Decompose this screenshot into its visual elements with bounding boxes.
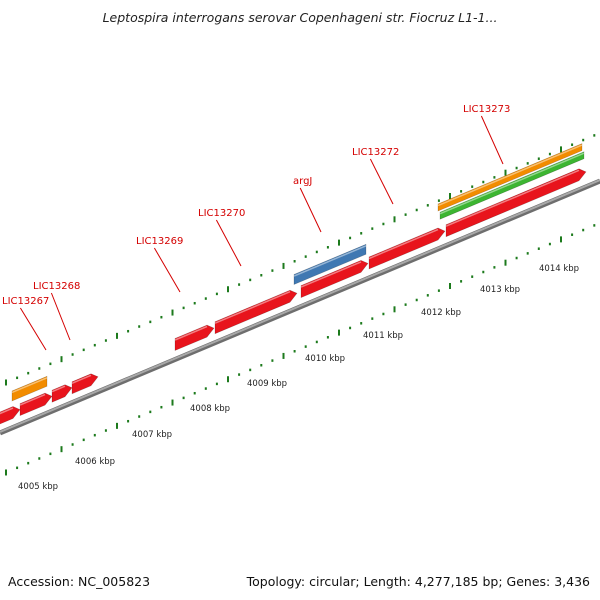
backbone-highlight bbox=[0, 179, 600, 433]
label-leader-lines bbox=[19, 115, 504, 351]
genome-backbone bbox=[0, 178, 600, 436]
feature-block bbox=[51, 384, 73, 403]
feature-shine bbox=[11, 377, 48, 394]
feature-shine bbox=[0, 407, 14, 415]
feature-block bbox=[11, 375, 48, 402]
feature-block bbox=[368, 227, 446, 270]
kbp-label: 4007 kbp bbox=[132, 430, 172, 440]
feature-block bbox=[19, 392, 53, 417]
kbp-label: 4006 kbp bbox=[75, 457, 115, 467]
feature-shine bbox=[214, 291, 291, 324]
upper-tick-track bbox=[5, 134, 596, 386]
feature-shine bbox=[445, 169, 580, 227]
kbp-label: 4011 kbp bbox=[363, 331, 403, 341]
feature-shine bbox=[19, 393, 46, 406]
accession-text: Accession: NC_005823 bbox=[8, 574, 151, 589]
gene-label: LIC13268 bbox=[33, 281, 80, 292]
kbp-label: 4010 kbp bbox=[305, 354, 345, 364]
feature-block bbox=[293, 243, 367, 285]
topology-summary: Topology: circular; Length: 4,277,185 bp… bbox=[246, 574, 590, 589]
gene-label: LIC13273 bbox=[463, 104, 510, 115]
feature-block bbox=[71, 373, 99, 395]
kbp-label: 4013 kbp bbox=[480, 285, 520, 295]
kbp-label: 4009 kbp bbox=[247, 379, 287, 389]
feature-shine bbox=[71, 374, 92, 384]
kbp-label: 4014 kbp bbox=[539, 264, 579, 274]
feature-shine bbox=[51, 385, 66, 393]
feature-shine bbox=[300, 261, 362, 288]
feature-block bbox=[439, 151, 585, 220]
kbp-scale-labels: 4005 kbp 4006 kbp 4007 kbp 4008 kbp 4009 kbp… bbox=[18, 264, 579, 492]
feature-track bbox=[0, 143, 587, 425]
feature-block bbox=[300, 260, 369, 299]
feature-block bbox=[437, 143, 583, 212]
gene-leader-line bbox=[19, 307, 47, 351]
feature-block bbox=[174, 324, 215, 351]
feature-block bbox=[0, 406, 21, 425]
gene-leader-line bbox=[153, 247, 181, 293]
gene-leader-line bbox=[215, 219, 242, 267]
kbp-label: 4012 kbp bbox=[421, 308, 461, 318]
gene-label: LIC13270 bbox=[198, 208, 245, 219]
feature-block bbox=[445, 168, 587, 238]
gene-leader-line bbox=[50, 292, 71, 341]
lower-tick-track bbox=[5, 224, 596, 476]
gene-label: LIC13272 bbox=[352, 147, 399, 158]
gene-label: LIC13267 bbox=[2, 296, 49, 307]
gene-leader-line bbox=[299, 187, 322, 233]
gene-label: LIC13269 bbox=[136, 236, 183, 247]
map-title: Leptospira interrogans serovar Copenhage… bbox=[102, 10, 498, 25]
kbp-label: 4005 kbp bbox=[18, 482, 58, 492]
gene-labels: LIC13267 LIC13268 LIC13269 LIC13270 argJ LIC1… bbox=[2, 104, 510, 307]
feature-shine bbox=[439, 152, 585, 215]
feature-shine bbox=[368, 228, 439, 260]
feature-shine bbox=[293, 245, 367, 277]
gene-leader-line bbox=[480, 115, 504, 165]
feature-shine bbox=[437, 144, 583, 207]
kbp-label: 4008 kbp bbox=[190, 404, 230, 414]
feature-block bbox=[214, 289, 298, 335]
feature-shine bbox=[174, 325, 208, 341]
gene-leader-line bbox=[369, 158, 394, 205]
gene-label: argJ bbox=[293, 176, 312, 187]
